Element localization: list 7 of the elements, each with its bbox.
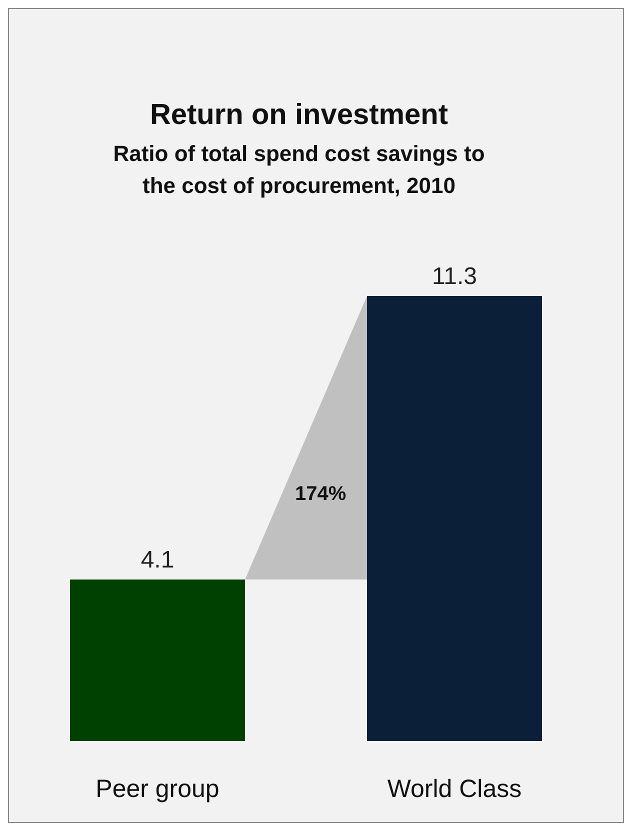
data-label: 4.1 [140,546,174,574]
chart-title: Return on investment [148,99,450,132]
chart-subtitle: Ratio of total spend cost savings to the cost of procurement, 2010 [112,140,486,200]
x-tick-label: World Class [387,774,522,803]
x-tick-label: Peer group [96,774,220,803]
data-label: 11.3 [432,263,477,290]
annotation: 174% [295,483,346,506]
